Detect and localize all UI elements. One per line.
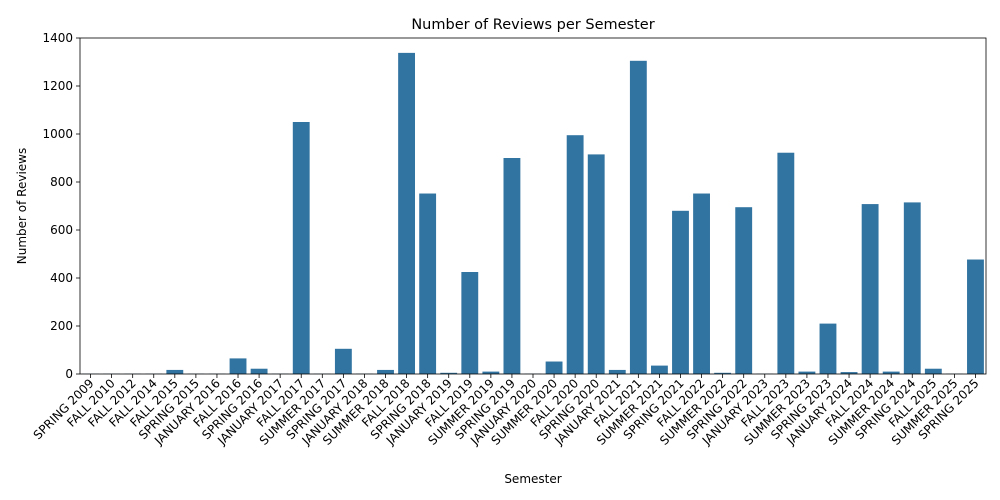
y-tick-label: 600	[50, 223, 73, 237]
bar-spring-2020	[587, 154, 605, 374]
bars-group	[82, 52, 984, 375]
bar-january-2024	[840, 372, 858, 374]
bar-fall-2024	[861, 204, 879, 374]
bar-summer-2021	[650, 365, 668, 374]
bar-spring-2021	[672, 210, 689, 374]
bar-fall-2019	[461, 272, 479, 374]
y-tick-label: 400	[50, 271, 73, 285]
y-tick-label: 800	[50, 175, 73, 189]
bar-summer-2019	[482, 371, 500, 374]
bar-january-2021	[608, 369, 626, 374]
bar-fall-2025	[924, 368, 942, 374]
bar-summer-2020	[545, 361, 563, 374]
y-axis-label: Number of Reviews	[15, 148, 29, 264]
bar-fall-2016	[229, 358, 247, 374]
bar-fall-2021	[629, 60, 647, 375]
y-tick-label: 0	[65, 367, 73, 381]
bar-fall-2023	[777, 152, 795, 374]
bar-spring-2016	[250, 368, 268, 374]
bar-fall-2015	[166, 369, 184, 374]
bar-january-2019	[440, 372, 458, 374]
bar-spring-2023	[819, 323, 837, 374]
y-tick-label: 1400	[42, 31, 73, 45]
bar-fall-2020	[566, 135, 584, 374]
axes-frame	[79, 37, 987, 375]
bar-spring-2017	[334, 348, 352, 374]
bar-summer-2022	[714, 372, 732, 374]
bar-summer-2018	[377, 369, 394, 374]
y-tick-label: 200	[50, 319, 73, 333]
y-ticks-group: 0 200 400 600 800 1000 1200 1400	[42, 31, 80, 381]
bar-summer-2024	[882, 371, 900, 374]
bar-fall-2022	[693, 193, 710, 374]
bar-spring-2019	[503, 158, 521, 374]
y-tick-label: 1200	[42, 79, 73, 93]
bar-spring-2025	[967, 259, 984, 374]
bar-summer-2023	[798, 371, 816, 374]
bar-spring-2024	[903, 202, 921, 374]
bar-fall-2017	[292, 122, 310, 374]
y-tick-label: 1000	[42, 127, 73, 141]
bar-spring-2022	[735, 207, 753, 374]
bar-spring-2018	[419, 193, 437, 374]
chart-title: Number of Reviews per Semester	[411, 17, 654, 33]
x-axis-label: Semester	[504, 472, 561, 486]
bar-fall-2018	[398, 52, 416, 374]
